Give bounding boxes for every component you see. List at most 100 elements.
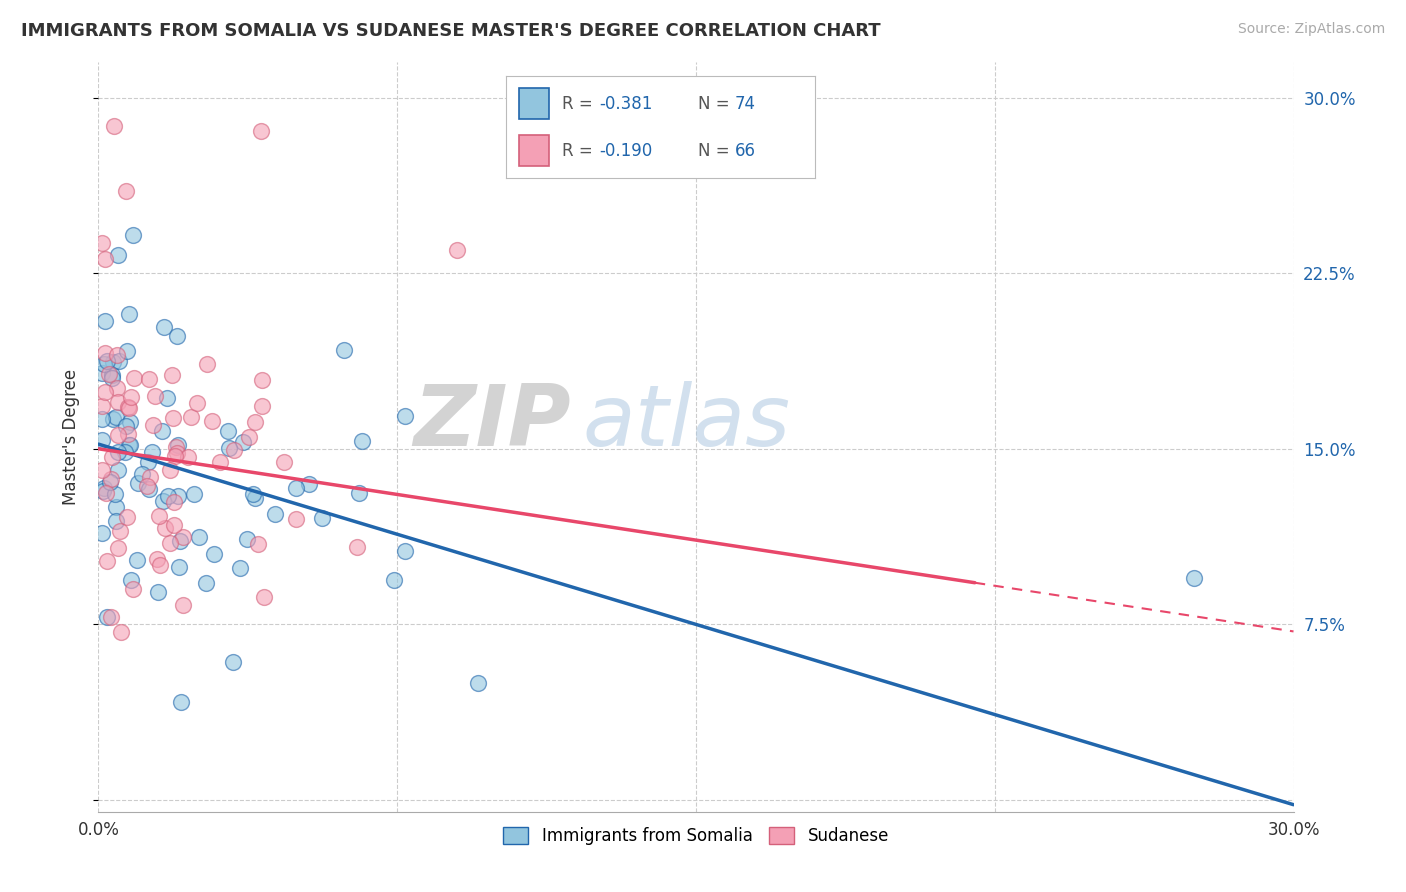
Point (100, 368, 122, 382)
Text: IMMIGRANTS FROM SOMALIA VS SUDANESE MASTER'S DEGREE CORRELATION CHART: IMMIGRANTS FROM SOMALIA VS SUDANESE MAST… (21, 22, 880, 40)
Point (96, 353, 118, 368)
Point (131, 467, 153, 482)
Point (122, 228, 145, 243)
Point (217, 424, 239, 438)
Point (91, 400, 114, 414)
Point (243, 415, 266, 429)
Point (114, 444, 136, 458)
Point (100, 370, 122, 384)
Point (250, 373, 273, 387)
Point (136, 455, 159, 469)
Point (273, 455, 295, 469)
Point (101, 450, 124, 465)
Point (382, 574, 405, 588)
Point (347, 486, 370, 500)
Point (165, 450, 187, 464)
Y-axis label: Master's Degree: Master's Degree (62, 369, 80, 505)
Point (149, 558, 172, 572)
Point (94, 314, 117, 328)
Point (117, 344, 139, 359)
Point (108, 354, 131, 368)
Point (446, 243, 468, 257)
Point (160, 368, 183, 383)
Point (167, 559, 190, 574)
Point (394, 409, 416, 423)
Point (94, 346, 117, 360)
Point (127, 475, 149, 490)
Point (120, 573, 142, 587)
Point (150, 425, 173, 439)
Point (104, 486, 127, 500)
Point (156, 489, 179, 503)
Point (148, 508, 170, 523)
Point (91, 463, 114, 477)
Point (188, 530, 211, 544)
Point (394, 544, 416, 558)
Point (156, 391, 179, 405)
Point (247, 537, 270, 551)
Point (110, 625, 132, 640)
Point (284, 481, 307, 495)
Point (166, 446, 188, 460)
Point (139, 469, 162, 483)
Point (169, 533, 191, 548)
Point (159, 536, 181, 550)
Point (108, 524, 131, 538)
Text: ZIP: ZIP (413, 381, 571, 464)
Point (117, 427, 139, 442)
Point (209, 455, 232, 469)
Point (195, 357, 218, 371)
Point (333, 343, 356, 358)
Text: -0.381: -0.381 (599, 95, 652, 112)
Point (105, 348, 128, 362)
Point (145, 389, 167, 403)
Point (118, 438, 141, 452)
Point (162, 518, 184, 533)
Point (285, 512, 308, 526)
Point (183, 486, 205, 500)
Legend: Immigrants from Somalia, Sudanese: Immigrants from Somalia, Sudanese (496, 821, 896, 852)
Point (467, 676, 489, 690)
Point (159, 463, 181, 477)
Point (166, 329, 188, 343)
Point (100, 610, 122, 624)
Point (93, 481, 115, 495)
Point (136, 479, 159, 493)
Point (218, 441, 240, 455)
Text: R =: R = (562, 95, 598, 112)
Point (152, 494, 174, 508)
Point (117, 401, 139, 415)
Point (177, 450, 200, 464)
Point (250, 124, 273, 138)
Point (167, 489, 190, 503)
Point (122, 582, 145, 596)
Point (155, 521, 177, 535)
Point (242, 487, 264, 501)
Point (263, 507, 285, 521)
Point (180, 410, 202, 425)
Point (107, 428, 129, 442)
Point (105, 381, 128, 395)
Point (163, 495, 186, 509)
Point (127, 553, 149, 567)
Point (103, 412, 125, 426)
Point (1182, 571, 1205, 585)
Text: atlas: atlas (582, 381, 790, 464)
Point (98, 368, 121, 382)
Point (115, 418, 138, 433)
Point (120, 415, 142, 429)
Point (152, 320, 174, 334)
Point (105, 514, 128, 528)
Point (105, 410, 128, 425)
Text: 74: 74 (735, 95, 756, 112)
Point (107, 248, 129, 262)
Point (120, 438, 142, 452)
Point (229, 561, 252, 575)
Point (91, 366, 114, 380)
Text: N =: N = (697, 142, 735, 160)
Text: 66: 66 (735, 142, 756, 160)
Point (298, 477, 321, 491)
Point (141, 418, 163, 433)
Point (91, 236, 114, 251)
Point (93, 358, 115, 372)
